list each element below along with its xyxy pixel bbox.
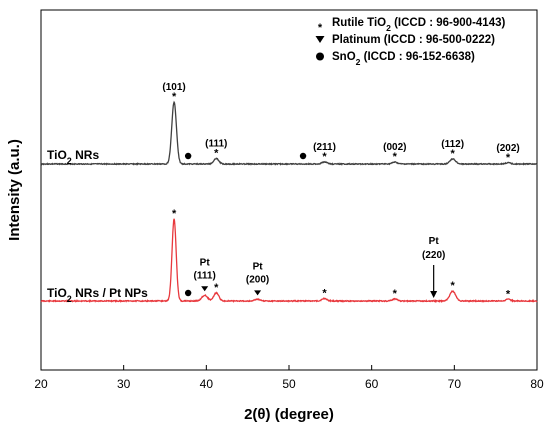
rutile-star-marker: * bbox=[393, 288, 398, 300]
plot-frame bbox=[40, 9, 538, 371]
rutile-star-marker: * bbox=[214, 282, 219, 294]
sno2-dot-marker bbox=[184, 152, 192, 160]
annotation-layer: *(101)*(111)*(211)*(002)*(112)*(202)** * *… bbox=[162, 82, 519, 300]
pt-hkl-label: (111) bbox=[194, 270, 216, 281]
pt-triangle-marker bbox=[201, 286, 209, 292]
x-axis-title: 2(θ) (degree) bbox=[244, 406, 334, 423]
rutile-star-marker: * bbox=[451, 280, 456, 292]
legend-triangle-icon bbox=[315, 36, 325, 43]
pt-label: Pt bbox=[200, 257, 211, 268]
rutile-star-marker: * bbox=[506, 152, 511, 164]
series-layer: TiO2 NRs TiO2 NRs / Pt NPs bbox=[40, 100, 538, 304]
pt-triangle-marker bbox=[254, 290, 262, 296]
legend-entry-label: SnO2 (ICCD : 96-152-6638) bbox=[332, 51, 475, 67]
peak-hkl-label: (202) bbox=[496, 143, 519, 154]
series-line bbox=[40, 100, 538, 166]
x-axis: 20 30 40 50 60 70 80 bbox=[34, 365, 544, 391]
rutile-star-marker: * bbox=[451, 148, 456, 160]
sno2-dot-marker bbox=[184, 289, 192, 297]
peak-hkl-label: (211) bbox=[313, 142, 336, 153]
rutile-star-marker: * bbox=[393, 151, 398, 163]
legend: * Rutile TiO2 (ICCD : 96-900-4143)Platinu… bbox=[315, 17, 505, 67]
rutile-star-marker: * bbox=[214, 147, 219, 159]
y-axis-title: Intensity (a.u.) bbox=[6, 139, 23, 241]
x-tick-label: 40 bbox=[200, 377, 214, 391]
x-tick-label: 50 bbox=[282, 377, 296, 391]
pt-hkl-label: (220) bbox=[422, 250, 445, 261]
rutile-star-marker: * bbox=[172, 208, 177, 220]
rutile-star-marker: * bbox=[506, 288, 511, 300]
x-tick-label: 60 bbox=[365, 377, 379, 391]
pt-label: Pt bbox=[253, 261, 264, 272]
peak-hkl-label: (112) bbox=[441, 139, 464, 150]
pt-arrow-head bbox=[430, 291, 438, 298]
pt-hkl-label: (200) bbox=[246, 274, 269, 285]
series-label: TiO2 NRs / Pt NPs bbox=[47, 286, 148, 304]
legend-star-icon: * bbox=[318, 22, 323, 34]
series-label: TiO2 NRs bbox=[47, 148, 99, 166]
legend-circle-icon bbox=[316, 52, 324, 61]
pt-label: Pt bbox=[429, 236, 440, 247]
rutile-star-marker: * bbox=[322, 151, 327, 163]
peak-hkl-label: (002) bbox=[383, 142, 406, 153]
series-line bbox=[40, 218, 538, 303]
legend-entry-label: Platinum (ICCD : 96-500-0222) bbox=[332, 34, 495, 46]
x-tick-label: 20 bbox=[34, 377, 48, 391]
x-tick-label: 70 bbox=[448, 377, 462, 391]
rutile-star-marker: * bbox=[172, 91, 177, 103]
x-tick-label: 30 bbox=[117, 377, 131, 391]
x-tick-label: 80 bbox=[530, 377, 544, 391]
peak-hkl-label: (101) bbox=[162, 82, 185, 93]
sno2-dot-marker bbox=[299, 152, 307, 160]
legend-entry-label: Rutile TiO2 (ICCD : 96-900-4143) bbox=[332, 17, 505, 33]
peak-hkl-label: (111) bbox=[205, 138, 227, 149]
rutile-star-marker: * bbox=[322, 288, 327, 300]
